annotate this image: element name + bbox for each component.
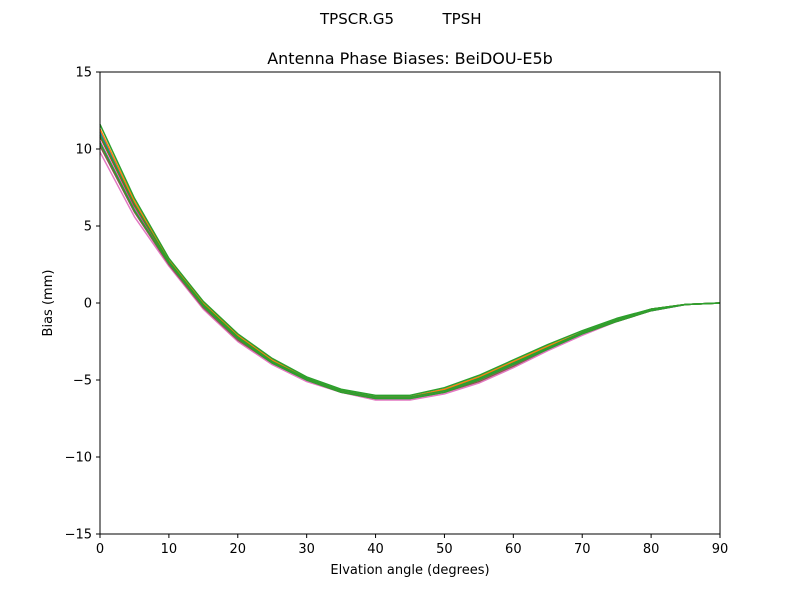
- series-line-3: [99, 136, 721, 398]
- antenna-name: TPSCR.G5: [319, 10, 394, 28]
- x-tick-label: 40: [367, 542, 384, 557]
- x-tick-label: 0: [96, 542, 104, 557]
- y-tick-label: −10: [65, 451, 92, 466]
- y-tick-label: −5: [73, 374, 92, 389]
- series-line-1: [99, 145, 721, 400]
- y-axis: −15 −10 −5 0 5 10 15: [65, 66, 100, 543]
- radome-name: TPSH: [441, 10, 481, 28]
- chart-title: Antenna Phase Biases: BeiDOU-E5b: [267, 49, 553, 68]
- x-tick-label: 50: [436, 542, 453, 557]
- series-group: [99, 124, 721, 401]
- x-tick-label: 20: [230, 542, 247, 557]
- series-line-8: [99, 142, 721, 400]
- y-tick-label: 5: [84, 220, 92, 235]
- plot-frame: [99, 71, 721, 535]
- y-tick-label: 10: [75, 143, 92, 158]
- x-axis-label: Elvation angle (degrees): [330, 563, 489, 578]
- x-tick-label: 30: [298, 542, 315, 557]
- x-tick-label: 10: [161, 542, 178, 557]
- y-axis-label: Bias (mm): [41, 270, 56, 337]
- x-tick-label: 90: [712, 542, 729, 557]
- series-line-5: [99, 128, 721, 398]
- series-line-2: [99, 140, 721, 400]
- series-line-6: [99, 124, 721, 397]
- y-tick-label: 15: [75, 66, 92, 81]
- x-tick-label: 60: [505, 542, 522, 557]
- series-line-0: [99, 151, 721, 401]
- x-tick-label: 70: [574, 542, 591, 557]
- x-axis: 0 10 20 30 40 50 60 70 80 90: [96, 534, 728, 557]
- series-line-7: [99, 134, 721, 398]
- series-line-4: [99, 131, 721, 398]
- y-tick-label: 0: [84, 297, 92, 312]
- y-tick-label: −15: [65, 528, 92, 543]
- x-tick-label: 80: [643, 542, 660, 557]
